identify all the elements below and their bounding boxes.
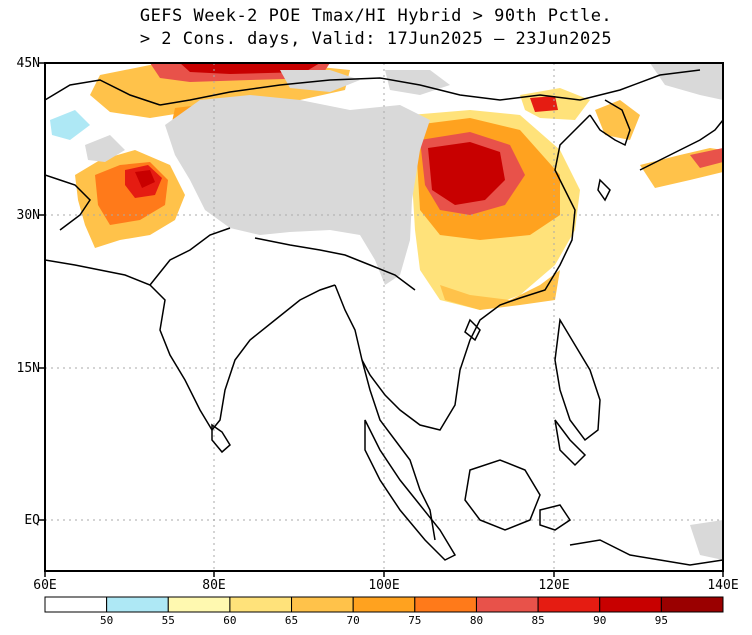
shade-pakistan-peak <box>135 170 155 188</box>
shade-ne-china-red <box>530 96 558 112</box>
colorbar-label: 90 <box>593 614 607 627</box>
mask-hindukush <box>85 135 125 162</box>
colorbar-label: 60 <box>223 614 237 627</box>
colorbar-swatch <box>291 596 354 613</box>
lon-label-140e: 140E <box>707 578 739 593</box>
mask-newguinea <box>690 520 723 560</box>
colorbar-label: 85 <box>531 614 545 627</box>
shade-china-south-fringe <box>440 270 560 310</box>
colorbar-swatch <box>106 596 169 613</box>
axis-ticks <box>39 62 724 577</box>
lat-label-30n: 30N <box>16 208 40 223</box>
colorbar-label: 95 <box>654 614 668 627</box>
colorbar-swatch <box>537 596 601 613</box>
colorbar-swatch <box>599 596 662 613</box>
colorbar-label: 70 <box>346 614 360 627</box>
colorbar-swatch <box>660 596 724 613</box>
map-title-line2: > 2 Cons. days, Valid: 17Jun2025 – 23Jun… <box>139 29 613 49</box>
coastlines <box>45 69 723 566</box>
colorbar-label: 50 <box>100 614 114 627</box>
mask-tibet <box>165 95 430 285</box>
colorbar-swatch <box>352 596 416 613</box>
colorbar-label: 65 <box>284 614 299 627</box>
lat-label-eq: EQ <box>24 513 40 528</box>
colorbar-swatch <box>475 596 539 613</box>
shade-korea <box>595 100 640 140</box>
colorbar-label: 75 <box>408 614 422 627</box>
colorbar-label: 80 <box>469 614 484 627</box>
colorbar-swatch <box>414 596 477 613</box>
map-title-line1: GEFS Week-2 POE Tmax/HI Hybrid > 90th Pc… <box>139 6 613 26</box>
shade-fringe-west <box>50 110 90 140</box>
colorbar-swatch <box>167 596 231 613</box>
lon-label-80e: 80E <box>202 578 226 593</box>
shade-china-core <box>428 142 505 205</box>
lon-label-120e: 120E <box>538 578 570 593</box>
colorbar-swatch <box>229 596 293 613</box>
lon-label-60e: 60E <box>33 578 57 593</box>
lat-label-15n: 15N <box>16 361 40 376</box>
colorbar-swatch <box>44 596 108 613</box>
colorbar-label: 55 <box>161 614 175 627</box>
graticule <box>45 63 723 571</box>
shade-japan-red <box>690 148 723 168</box>
colorbar <box>44 596 724 613</box>
mask-pacific-ne <box>650 63 723 100</box>
lat-label-45n: 45N <box>16 56 40 71</box>
lon-label-100e: 100E <box>368 578 400 593</box>
